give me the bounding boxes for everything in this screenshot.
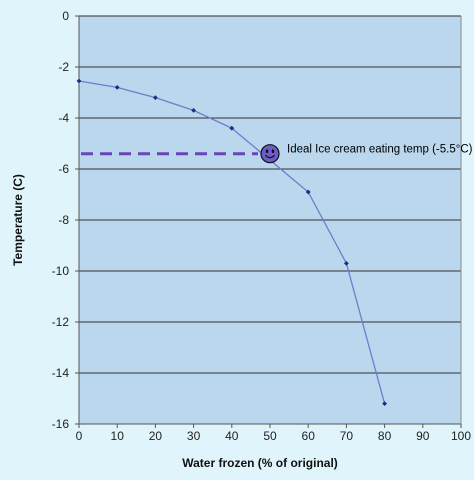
x-tick-label: 70 <box>340 429 354 443</box>
y-tick-label: -2 <box>58 60 69 74</box>
data-point <box>76 78 82 84</box>
x-tick-label: 80 <box>378 429 392 443</box>
smiley-icon <box>260 144 280 164</box>
x-tick-label: 40 <box>225 429 239 443</box>
y-tick-label: -4 <box>58 111 69 125</box>
x-tick-label: 90 <box>416 429 430 443</box>
series <box>76 78 387 406</box>
data-point <box>382 401 387 406</box>
smiley-left-eye <box>265 149 269 153</box>
data-point <box>305 189 311 195</box>
smiley-right-eye <box>271 149 275 153</box>
series-line <box>78 80 386 404</box>
x-tick-label: 0 <box>76 429 83 443</box>
x-tick-label: 30 <box>187 429 201 443</box>
annotation-group <box>81 144 280 164</box>
data-point <box>191 107 196 113</box>
data-point <box>229 125 235 131</box>
axes <box>75 15 462 428</box>
grid-lines <box>79 15 462 424</box>
x-axis-title: Water frozen (% of original) <box>182 456 338 470</box>
annotation-label: Ideal Ice cream eating temp (-5.5°C) <box>287 144 473 156</box>
y-tick-label: -8 <box>58 213 69 227</box>
y-axis-title: Temperature (C) <box>11 174 25 266</box>
y-tick-label: -16 <box>52 417 70 431</box>
y-tick-label: 0 <box>62 9 69 23</box>
x-tick-label: 10 <box>111 429 125 443</box>
data-point <box>114 85 120 90</box>
y-tick-label: -12 <box>52 315 70 329</box>
y-tick-label: -14 <box>52 366 70 380</box>
smiley-mouth <box>265 154 275 159</box>
data-point <box>153 95 158 100</box>
tick-labels: 0 -2 -4 -6 -8 -10 -12 -14 -16 0 10 20 30 40 50 60 70 80 90… <box>52 9 472 443</box>
smiley-face <box>260 144 280 164</box>
y-tick-label: -6 <box>58 162 69 176</box>
y-tick-label: -10 <box>52 264 70 278</box>
x-tick-label: 50 <box>263 429 277 443</box>
x-tick-label: 20 <box>149 429 163 443</box>
x-tick-label: 60 <box>302 429 316 443</box>
x-tick-label: 100 <box>451 429 471 443</box>
data-point <box>344 260 349 266</box>
